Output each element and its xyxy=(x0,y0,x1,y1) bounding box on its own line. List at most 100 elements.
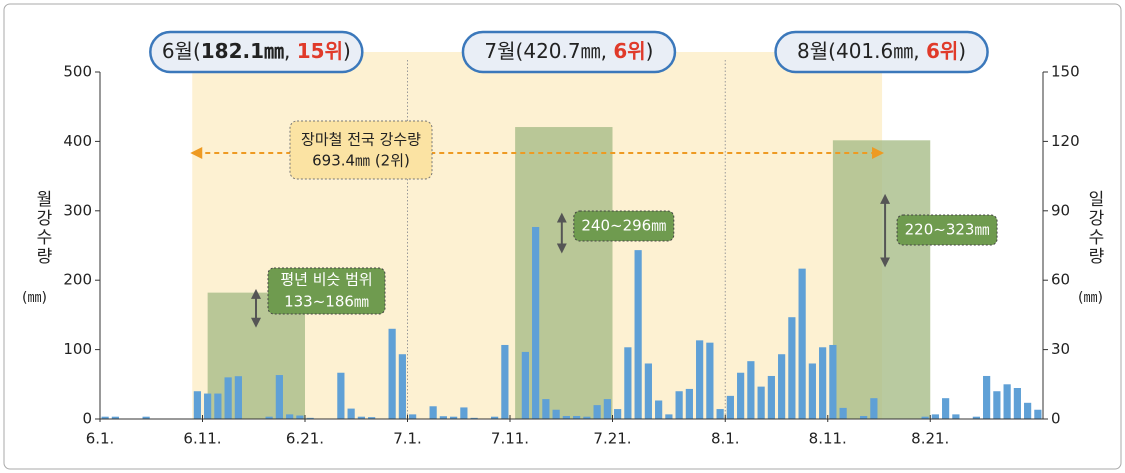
daily-bar xyxy=(778,354,786,419)
bracket: ) xyxy=(958,39,966,63)
y2-tick-label: 150 xyxy=(1051,63,1080,81)
monthly-bar xyxy=(832,140,931,419)
x-tick-label: 6.1. xyxy=(86,430,115,448)
daily-bar xyxy=(931,414,939,419)
daily-bar xyxy=(644,363,652,419)
month-header: 7월(420.7㎜, 6위) xyxy=(484,39,653,63)
daily-bar xyxy=(665,414,673,419)
month-header-box xyxy=(149,30,364,74)
daily-bar xyxy=(757,386,765,419)
daily-bar xyxy=(470,417,478,419)
y2-tick-label: 90 xyxy=(1051,201,1070,219)
month-name: 6월 xyxy=(162,39,193,63)
daily-bar xyxy=(491,416,499,419)
daily-bar xyxy=(450,416,458,419)
normal-range-label: 240~296㎜ xyxy=(581,217,666,235)
x-tick-label: 8.21. xyxy=(911,430,949,448)
month-name: 7월 xyxy=(484,39,515,63)
bracket: ( xyxy=(828,39,836,63)
daily-bar xyxy=(357,416,365,419)
daily-bar xyxy=(562,415,570,419)
daily-bar xyxy=(860,415,868,419)
normal-range-title: 평년 비슷 범위 xyxy=(280,271,372,289)
daily-bar xyxy=(675,391,683,419)
daily-bar xyxy=(870,398,878,419)
daily-bar xyxy=(1024,402,1032,419)
month-header: 6월(182.1㎜, 15위) xyxy=(162,39,351,63)
daily-bar xyxy=(1003,384,1011,419)
daily-bar xyxy=(388,328,396,419)
daily-bar xyxy=(716,409,724,419)
month-header: 8월(401.6㎜, 6위) xyxy=(797,39,966,63)
daily-bar xyxy=(1013,388,1021,419)
daily-bar xyxy=(829,344,837,419)
daily-bar xyxy=(265,416,273,419)
month-rank: 15위 xyxy=(297,39,343,63)
daily-bar xyxy=(306,417,314,419)
bracket: ( xyxy=(193,39,201,63)
daily-bar xyxy=(839,407,847,419)
daily-bar xyxy=(624,347,632,419)
daily-bar xyxy=(552,409,560,419)
y-unit: (㎜) xyxy=(22,290,47,306)
daily-bar xyxy=(111,416,119,419)
monsoon-label-box xyxy=(289,120,433,180)
daily-bar xyxy=(347,408,355,419)
daily-bar xyxy=(685,388,693,419)
daily-bar xyxy=(460,407,468,419)
normal-range-box xyxy=(267,267,386,315)
normal-range-box xyxy=(896,214,998,246)
y-tick-label: 300 xyxy=(63,201,92,219)
normal-range-box xyxy=(573,210,675,242)
y-axis-label: 월강수량 xyxy=(32,190,52,266)
y2-tick-label: 30 xyxy=(1051,340,1070,358)
daily-bar xyxy=(101,416,109,419)
daily-bar xyxy=(972,416,980,419)
daily-bar xyxy=(696,340,704,419)
daily-bar xyxy=(634,250,642,419)
daily-bar xyxy=(655,400,663,419)
daily-bar xyxy=(767,375,775,419)
daily-bar xyxy=(521,351,529,419)
y-tick-label: 500 xyxy=(63,63,92,81)
month-rank: 6위 xyxy=(926,39,958,63)
month-rank: 6위 xyxy=(613,39,645,63)
monthly-bar xyxy=(515,127,613,419)
x-tick-label: 6.11. xyxy=(183,430,221,448)
daily-bar xyxy=(296,415,304,419)
daily-bar xyxy=(501,344,509,419)
daily-bar xyxy=(921,416,929,419)
daily-bar xyxy=(737,372,745,419)
daily-bar xyxy=(706,342,714,419)
monsoon-value: 693.4㎜ (2위) xyxy=(312,152,410,170)
daily-bar xyxy=(532,226,540,419)
daily-bar xyxy=(573,415,581,419)
y2-unit: (㎜) xyxy=(1078,290,1103,306)
y-tick-label: 200 xyxy=(63,271,92,289)
daily-bar xyxy=(275,375,283,419)
daily-bar xyxy=(286,414,294,419)
x-tick-label: 7.21. xyxy=(593,430,631,448)
bracket: ) xyxy=(343,39,351,63)
daily-bar xyxy=(788,317,796,419)
daily-bar xyxy=(542,399,550,419)
daily-bar xyxy=(1034,409,1042,419)
x-tick-label: 7.1. xyxy=(393,430,422,448)
y2-tick-label: 120 xyxy=(1051,132,1080,150)
x-tick-label: 7.11. xyxy=(491,430,529,448)
daily-bar xyxy=(603,399,611,419)
bracket: ) xyxy=(646,39,654,63)
daily-bar xyxy=(337,372,345,419)
daily-bar xyxy=(747,361,755,419)
daily-bar xyxy=(142,416,150,419)
frame xyxy=(3,3,1122,470)
separator: , xyxy=(913,39,926,63)
daily-bar xyxy=(993,391,1001,419)
y2-tick-label: 0 xyxy=(1051,410,1061,428)
y-tick-label: 400 xyxy=(63,132,92,150)
daily-bar xyxy=(593,405,601,419)
daily-bar xyxy=(819,347,827,419)
x-tick-label: 8.1. xyxy=(711,430,740,448)
daily-bar xyxy=(952,414,960,419)
